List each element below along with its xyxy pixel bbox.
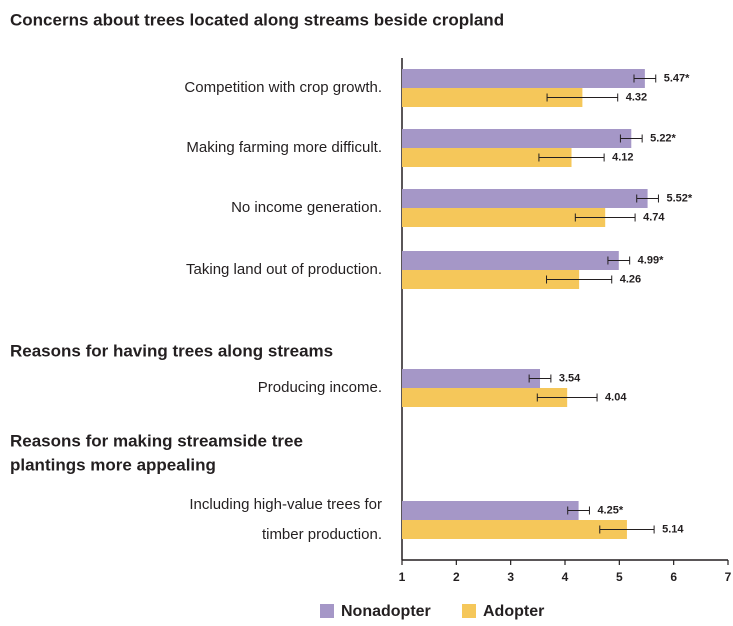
x-tick-label: 2: [453, 570, 460, 584]
value-label: 4.74: [643, 211, 665, 223]
chart-title: Concerns about trees located along strea…: [10, 10, 504, 29]
section-heading: Reasons for making streamside tree: [10, 431, 303, 450]
bar: [402, 69, 645, 88]
bar: [402, 148, 572, 167]
bar: [402, 129, 632, 148]
value-label: 4.04: [605, 391, 627, 403]
value-label: 4.99*: [638, 254, 664, 266]
bar: [402, 501, 579, 520]
category-label: Producing income.: [258, 379, 382, 396]
error-bar: [599, 525, 655, 534]
section-heading: Reasons for having trees along streams: [10, 341, 333, 360]
value-label: 5.52*: [666, 192, 692, 204]
bar: [402, 251, 619, 270]
category-label: Including high-value trees for: [189, 496, 382, 513]
legend-swatch: [462, 604, 476, 618]
x-tick-label: 6: [670, 570, 677, 584]
value-label: 4.32: [626, 91, 647, 103]
x-tick-label: 1: [399, 570, 406, 584]
error-bar: [546, 93, 619, 102]
error-bar: [528, 374, 552, 383]
error-bar: [574, 213, 636, 222]
x-tick-label: 7: [725, 570, 732, 584]
category-label: Competition with crop growth.: [184, 79, 382, 96]
category-label: Taking land out of production.: [186, 261, 382, 278]
bar: [402, 520, 627, 539]
value-label: 5.22*: [650, 132, 676, 144]
value-label: 4.12: [612, 151, 633, 163]
bar: [402, 388, 568, 407]
category-label: timber production.: [262, 526, 382, 543]
value-label: 4.25*: [597, 504, 623, 516]
legend-label: Nonadopter: [341, 603, 431, 620]
value-label: 3.54: [559, 372, 581, 384]
x-tick-label: 3: [507, 570, 514, 584]
value-label: 4.26: [620, 273, 641, 285]
error-bar: [619, 134, 643, 143]
legend-swatch: [320, 604, 334, 618]
category-label: Making farming more difficult.: [186, 139, 382, 156]
legend-label: Adopter: [483, 603, 544, 620]
error-bar: [536, 393, 598, 402]
error-bar: [567, 506, 590, 515]
value-label: 5.14: [662, 523, 684, 535]
x-tick-label: 4: [562, 570, 569, 584]
bar: [402, 88, 583, 107]
x-tick-label: 5: [616, 570, 623, 584]
error-bar: [546, 275, 613, 284]
bar: [402, 189, 648, 208]
error-bar: [538, 153, 605, 162]
category-label: No income generation.: [231, 199, 382, 216]
bar: [402, 270, 580, 289]
bar: [402, 208, 606, 227]
error-bar: [633, 74, 657, 83]
error-bar: [636, 194, 659, 203]
error-bar: [607, 256, 631, 265]
value-label: 5.47*: [664, 72, 690, 84]
section-heading: plantings more appealing: [10, 455, 216, 474]
bar: [402, 369, 541, 388]
